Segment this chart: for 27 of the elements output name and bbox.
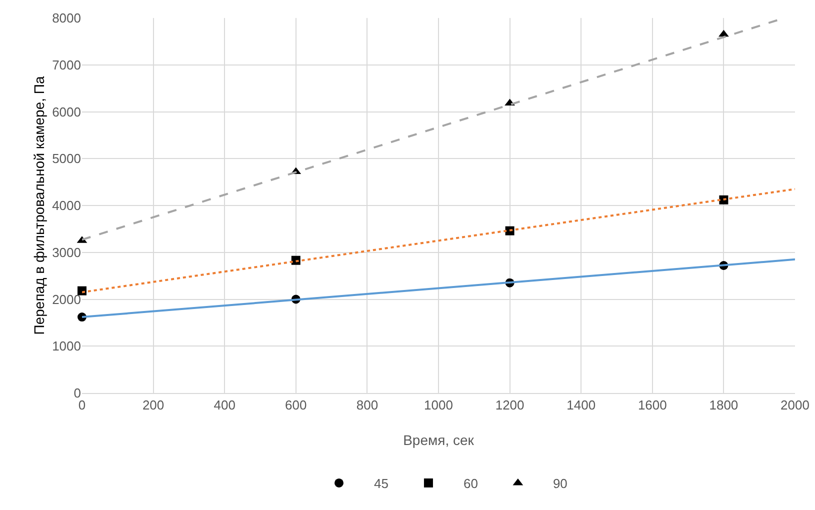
x-tick-label: 400 bbox=[214, 398, 236, 413]
legend-label: 60 bbox=[463, 476, 478, 492]
x-tick-label: 1200 bbox=[495, 398, 524, 413]
x-tick-label: 600 bbox=[285, 398, 307, 413]
y-tick-label: 4000 bbox=[52, 198, 81, 214]
point bbox=[505, 226, 514, 236]
y-axis-title: Перепад в фильтровальной камере, Па bbox=[31, 76, 47, 335]
x-tick-label: 1800 bbox=[709, 398, 738, 413]
x-tick-label: 1600 bbox=[638, 398, 667, 413]
y-tick-label: 6000 bbox=[52, 104, 81, 120]
x-tick-label: 1000 bbox=[424, 398, 453, 413]
y-tick-label: 3000 bbox=[52, 244, 81, 260]
x-tick-label: 800 bbox=[356, 398, 378, 413]
x-tick-label: 200 bbox=[142, 398, 164, 413]
y-tick-label: 2000 bbox=[52, 292, 81, 307]
y-tick-label: 7000 bbox=[52, 57, 81, 72]
x-tick-label: 1400 bbox=[566, 398, 596, 413]
point bbox=[718, 30, 729, 37]
y-tick-label: 8000 bbox=[52, 10, 81, 26]
y-tick-label: 0 bbox=[74, 386, 81, 401]
x-axis-title: Время, сек bbox=[403, 432, 475, 448]
legend-label: 45 bbox=[374, 476, 388, 492]
y-tick-label: 1000 bbox=[52, 338, 81, 354]
x-tick-label: 2000 bbox=[780, 398, 810, 413]
point bbox=[78, 286, 86, 296]
y-tick-label: 5000 bbox=[52, 151, 81, 166]
legend-label: 90 bbox=[552, 476, 568, 492]
